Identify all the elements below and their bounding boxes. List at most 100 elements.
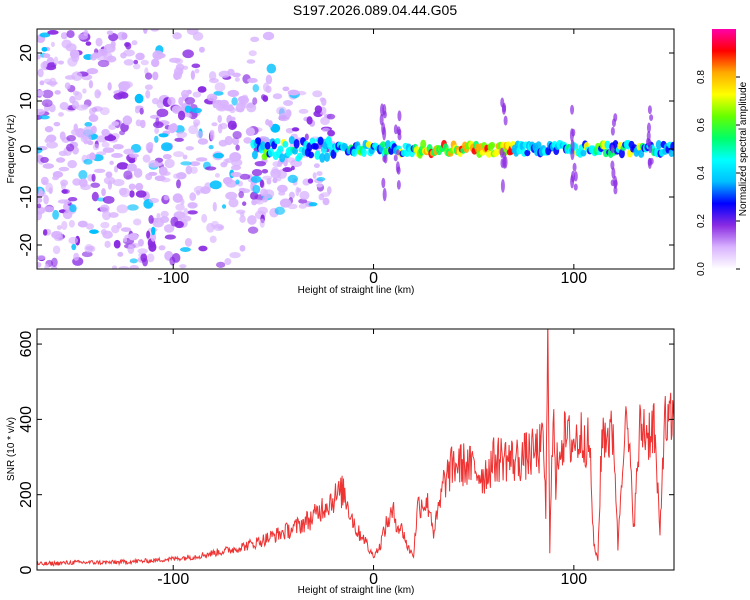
heatmap-cell bbox=[37, 108, 46, 116]
heatmap-cell bbox=[209, 235, 217, 244]
heatmap-cell bbox=[191, 107, 203, 114]
heatmap-cell bbox=[128, 183, 136, 191]
heatmap-cell bbox=[194, 68, 200, 74]
heatmap-cell bbox=[37, 203, 42, 209]
heatmap-cell bbox=[37, 210, 43, 221]
heatmap-cell bbox=[44, 263, 50, 269]
heatmap-cell bbox=[103, 176, 116, 185]
heatmap-cell bbox=[670, 141, 674, 151]
heatmap-cell bbox=[109, 160, 114, 166]
heatmap-cell bbox=[176, 179, 181, 189]
heatmap-cell bbox=[201, 213, 208, 223]
heatmap-cell bbox=[62, 210, 73, 220]
heatmap-cell bbox=[91, 173, 96, 182]
heatmap-cell bbox=[37, 255, 46, 261]
bottom-ytick-label: 200 bbox=[18, 481, 35, 508]
heatmap-cell bbox=[134, 93, 144, 104]
heatmap-cell bbox=[66, 143, 75, 152]
heatmap-cell bbox=[55, 157, 66, 163]
heatmap-cell bbox=[53, 56, 59, 66]
heatmap-cell bbox=[298, 198, 308, 204]
snr-series-line bbox=[37, 329, 674, 567]
heatmap-cell bbox=[282, 167, 293, 173]
heatmap-cell bbox=[238, 187, 246, 193]
heatmap-cell bbox=[572, 162, 577, 172]
heatmap-cell bbox=[175, 203, 185, 211]
heatmap-cell bbox=[82, 88, 87, 94]
heatmap-cell bbox=[613, 175, 618, 189]
heatmap-cell bbox=[209, 180, 222, 190]
heatmap-cell bbox=[250, 36, 260, 43]
heatmap-cell bbox=[241, 201, 247, 206]
heatmap-cell bbox=[247, 102, 255, 109]
heatmap-cell bbox=[276, 106, 287, 115]
heatmap-cell bbox=[610, 144, 615, 154]
top-ytick-label: 0 bbox=[18, 144, 35, 153]
heatmap-cell bbox=[120, 52, 127, 59]
heatmap-cell bbox=[181, 89, 190, 99]
heatmap-cell bbox=[43, 194, 49, 205]
heatmap-cell bbox=[111, 153, 123, 158]
heatmap-cell bbox=[312, 143, 319, 150]
heatmap-cell bbox=[72, 178, 82, 186]
heatmap-cell bbox=[208, 144, 214, 150]
heatmap-cell bbox=[184, 96, 196, 105]
heatmap-cell bbox=[86, 68, 99, 75]
heatmap-cell bbox=[604, 140, 611, 149]
heatmap-cell bbox=[69, 204, 77, 213]
heatmap-cell bbox=[247, 215, 257, 225]
heatmap-cell bbox=[267, 148, 274, 157]
heatmap-cell bbox=[322, 197, 330, 206]
heatmap-cell bbox=[649, 114, 654, 121]
heatmap-cell bbox=[78, 170, 88, 180]
heatmap-cell bbox=[287, 174, 298, 184]
heatmap-cell bbox=[40, 176, 49, 186]
heatmap-cell bbox=[499, 147, 504, 158]
heatmap-cell bbox=[314, 105, 323, 114]
heatmap-cell bbox=[125, 42, 132, 50]
bottom-ytick-label: 600 bbox=[18, 331, 35, 358]
top-xtick-label: 100 bbox=[560, 270, 587, 287]
heatmap-cell bbox=[99, 204, 110, 213]
heatmap-cell bbox=[85, 41, 92, 46]
page-title: S197.2026.089.04.44.G05 bbox=[292, 2, 458, 18]
heatmap-cell bbox=[187, 202, 198, 209]
heatmap-cell bbox=[151, 226, 156, 236]
heatmap-cell bbox=[78, 178, 88, 188]
heatmap-cell bbox=[279, 153, 286, 163]
heatmap-cell bbox=[215, 261, 226, 268]
heatmap-cell bbox=[500, 158, 505, 169]
heatmap-cell bbox=[220, 161, 228, 168]
heatmap-cell bbox=[195, 157, 208, 162]
heatmap-cell bbox=[210, 131, 215, 141]
heatmap-cell bbox=[611, 167, 616, 179]
heatmap-cell bbox=[102, 147, 115, 153]
heatmap-cell bbox=[298, 203, 307, 209]
heatmap-cell bbox=[84, 122, 93, 127]
heatmap-cell bbox=[173, 151, 185, 158]
heatmap-cell bbox=[116, 31, 128, 41]
heatmap-cell bbox=[618, 148, 625, 159]
heatmap-cell bbox=[500, 97, 505, 108]
heatmap-cell bbox=[129, 190, 135, 198]
heatmap-cell bbox=[89, 152, 96, 161]
heatmap-cell bbox=[133, 63, 141, 70]
heatmap-cell bbox=[270, 168, 282, 179]
heatmap-cell bbox=[146, 253, 155, 263]
heatmap-cell bbox=[397, 133, 402, 141]
heatmap-cell bbox=[221, 204, 227, 209]
heatmap-cell bbox=[175, 63, 185, 71]
heatmap-cell bbox=[123, 59, 135, 66]
heatmap-cell bbox=[524, 149, 531, 157]
heatmap-cell bbox=[59, 102, 69, 111]
heatmap-cell bbox=[393, 154, 398, 162]
heatmap-cell bbox=[252, 184, 261, 194]
heatmap-cell bbox=[118, 266, 130, 269]
heatmap-cell bbox=[42, 61, 48, 69]
heatmap-cell bbox=[243, 137, 252, 144]
heatmap-cell bbox=[260, 188, 268, 197]
colorbar-tick-label: 0.0 bbox=[696, 262, 707, 276]
heatmap-cell bbox=[77, 220, 88, 228]
heatmap-cell bbox=[321, 127, 331, 133]
heatmap-cell bbox=[106, 30, 114, 36]
